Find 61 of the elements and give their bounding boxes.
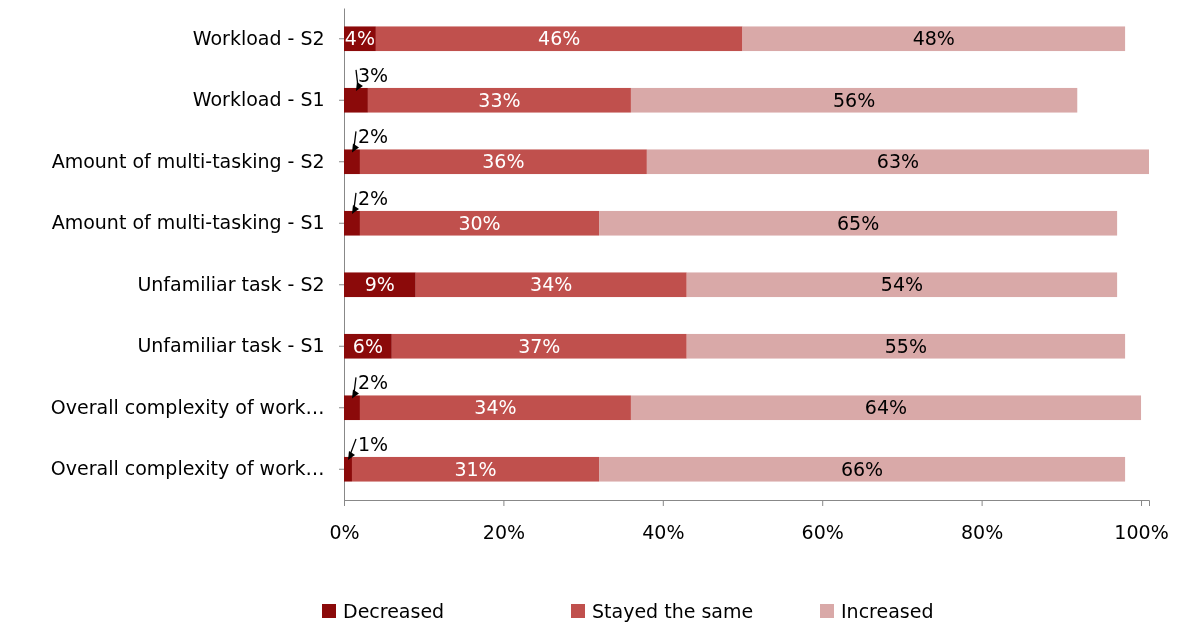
bar xyxy=(367,87,631,113)
data-label: 2% xyxy=(358,125,389,148)
bar xyxy=(391,333,687,359)
bar xyxy=(599,210,1118,236)
bar xyxy=(630,395,1142,421)
data-label: 1% xyxy=(358,432,389,455)
data-label: 9% xyxy=(364,273,395,296)
data-label: 30% xyxy=(458,211,501,234)
data-label: 2% xyxy=(358,186,389,209)
y-tick-label: Amount of multi-tasking - S2 xyxy=(51,149,325,172)
y-tick-label: Workload - S1 xyxy=(192,88,325,111)
data-label: 48% xyxy=(912,27,955,50)
legend-label: Stayed the same xyxy=(592,599,754,622)
data-label: 34% xyxy=(530,273,573,296)
bar xyxy=(686,272,1118,298)
y-tick-label: Amount of multi-tasking - S1 xyxy=(51,211,325,234)
y-tick-label: Unfamiliar task - S2 xyxy=(137,272,325,295)
bar xyxy=(599,456,1126,482)
bar xyxy=(344,149,360,175)
data-label: 31% xyxy=(454,457,497,480)
x-tick-label: 80% xyxy=(961,521,1004,544)
bar xyxy=(646,149,1149,175)
bar xyxy=(359,210,600,236)
x-tick-label: 60% xyxy=(801,521,844,544)
bar xyxy=(742,26,1126,52)
data-label: 37% xyxy=(518,334,561,357)
x-tick-label: 100% xyxy=(1114,521,1169,544)
data-label: 55% xyxy=(884,334,928,357)
bar xyxy=(630,87,1078,113)
bar xyxy=(351,456,600,482)
x-tick-label: 20% xyxy=(482,521,526,544)
data-label: 34% xyxy=(474,396,517,419)
data-label: 54% xyxy=(880,273,924,296)
bar xyxy=(344,210,360,236)
data-label: 6% xyxy=(352,334,383,357)
y-tick-label: Overall complexity of work… xyxy=(50,395,325,418)
y-tick-label: Unfamiliar task - S1 xyxy=(137,334,325,357)
data-label: 63% xyxy=(876,150,920,173)
data-label: 64% xyxy=(864,396,908,419)
legend-label: Decreased xyxy=(343,599,445,622)
data-label: 66% xyxy=(840,457,884,480)
bar xyxy=(686,333,1126,359)
data-label: 36% xyxy=(482,150,525,173)
data-label: 46% xyxy=(538,27,581,50)
x-tick-label: 0% xyxy=(329,521,360,544)
bar xyxy=(344,395,360,421)
data-label: 65% xyxy=(836,211,880,234)
data-label: 56% xyxy=(832,88,876,111)
bar xyxy=(415,272,687,298)
y-tick-label: Workload - S2 xyxy=(192,26,325,49)
legend-label: Increased xyxy=(841,599,934,622)
x-tick-label: 40% xyxy=(642,521,685,544)
y-tick-label: Overall complexity of work… xyxy=(50,457,325,480)
data-label: 2% xyxy=(358,371,389,394)
bar xyxy=(375,26,743,52)
data-label: 33% xyxy=(478,88,521,111)
bar xyxy=(359,395,631,421)
bar xyxy=(344,87,368,113)
data-label: 4% xyxy=(344,27,376,50)
bar xyxy=(359,149,647,175)
data-label: 3% xyxy=(358,63,389,86)
